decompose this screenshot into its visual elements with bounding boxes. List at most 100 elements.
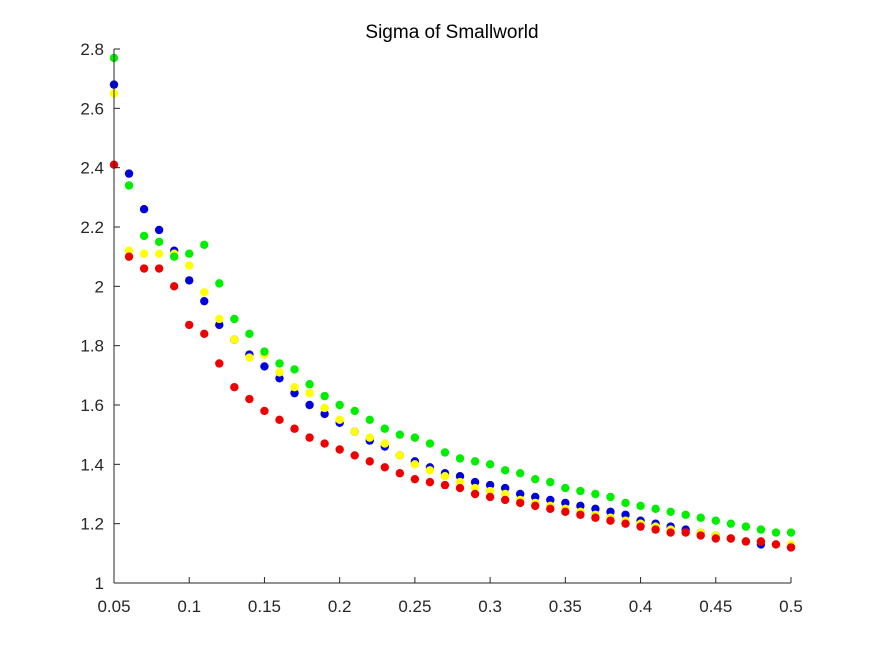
data-point-yellow: [440, 472, 450, 481]
data-point-green: [696, 513, 705, 522]
data-point-green: [786, 528, 796, 537]
data-point-blue: [576, 501, 585, 511]
data-point-yellow: [245, 353, 254, 362]
data-point-green: [576, 486, 585, 496]
x-tick-label: 0.45: [699, 597, 732, 616]
data-point-red: [606, 516, 615, 525]
series-red: [109, 160, 796, 552]
data-point-blue: [290, 388, 299, 398]
data-point-blue: [470, 477, 480, 487]
data-point-yellow: [455, 477, 465, 487]
data-point-red: [260, 406, 269, 416]
data-point-green: [320, 391, 329, 401]
axes-layer: 0.05 0.1 0.15 0.2 0.25 0.3 0.35 0.4 0.45 0.5 1 1.2 1…: [80, 40, 802, 616]
data-point-green: [606, 492, 615, 502]
data-point-green: [756, 525, 766, 534]
data-point-red: [305, 433, 314, 442]
data-point-yellow: [500, 489, 510, 499]
data-point-yellow: [124, 246, 134, 255]
y-tick-label: 2.4: [80, 159, 104, 178]
data-point-yellow: [154, 249, 164, 258]
x-tick-label: 0.5: [779, 597, 803, 616]
data-point-green: [741, 522, 751, 531]
data-point-green: [711, 516, 720, 525]
data-point-red: [275, 415, 284, 425]
data-point-yellow: [215, 314, 224, 324]
data-point-yellow: [395, 451, 405, 460]
x-tick-label: 0.2: [328, 597, 352, 616]
data-point-green: [531, 474, 540, 484]
data-point-green: [500, 466, 510, 475]
data-point-green: [546, 477, 555, 487]
data-point-green: [335, 400, 344, 410]
y-tick-label: 2.2: [80, 218, 104, 237]
y-tick-label: 1.2: [80, 515, 104, 534]
data-point-green: [425, 439, 435, 448]
data-point-yellow: [290, 383, 299, 392]
y-tick-label: 2.8: [80, 40, 104, 59]
data-point-yellow: [305, 388, 314, 398]
data-point-green: [169, 252, 179, 261]
data-point-blue: [485, 480, 495, 490]
data-point-blue: [516, 489, 525, 499]
data-point-red: [365, 457, 374, 466]
data-point-red: [410, 474, 420, 484]
data-point-red: [651, 525, 660, 534]
data-point-yellow: [230, 335, 239, 344]
data-point-green: [260, 347, 269, 356]
data-point-red: [591, 513, 600, 522]
x-tick-label: 0.35: [549, 597, 582, 616]
data-point-blue: [320, 409, 329, 419]
data-point-red: [425, 477, 435, 487]
data-point-red: [741, 537, 751, 546]
data-point-red: [500, 495, 510, 505]
data-point-blue: [455, 472, 465, 481]
data-point-yellow: [485, 486, 495, 496]
data-point-red: [455, 483, 465, 493]
data-point-yellow: [185, 261, 194, 270]
data-point-red: [576, 510, 585, 519]
data-point-green: [245, 329, 254, 338]
data-point-red: [320, 439, 329, 448]
data-point-yellow: [320, 403, 329, 413]
data-point-red: [561, 507, 570, 516]
x-tick-label: 0.3: [478, 597, 502, 616]
data-point-red: [681, 528, 690, 537]
data-point-green: [305, 380, 314, 389]
data-point-green: [350, 406, 359, 416]
data-point-yellow: [200, 288, 209, 297]
data-point-green: [621, 498, 630, 508]
data-point-red: [440, 480, 450, 490]
data-point-yellow: [350, 427, 359, 436]
chart-title: Sigma of Smallworld: [365, 22, 538, 43]
data-point-red: [124, 252, 134, 261]
y-tick-label: 1.6: [80, 396, 104, 415]
data-point-red: [169, 282, 179, 291]
data-point-blue: [215, 320, 224, 330]
data-point-red: [636, 522, 645, 531]
data-point-blue: [154, 225, 164, 235]
data-point-green: [230, 314, 239, 324]
data-point-green: [470, 457, 480, 466]
data-point-green: [591, 489, 600, 499]
data-point-red: [335, 445, 344, 454]
plot-background: [114, 49, 791, 583]
data-point-green: [365, 415, 374, 425]
data-point-red: [200, 329, 209, 338]
data-point-blue: [260, 362, 269, 371]
data-point-red: [350, 451, 359, 460]
data-point-red: [139, 264, 149, 273]
data-point-yellow: [335, 415, 344, 425]
data-point-red: [185, 320, 194, 330]
data-point-red: [786, 543, 796, 552]
data-point-green: [651, 504, 660, 514]
data-point-red: [485, 492, 495, 502]
data-point-green: [200, 240, 209, 249]
data-point-green: [666, 507, 675, 516]
data-point-green: [771, 528, 781, 537]
series-green: [109, 53, 796, 537]
data-point-blue: [531, 492, 540, 502]
data-point-green: [154, 237, 164, 247]
data-point-green: [410, 433, 420, 442]
data-point-blue: [305, 400, 314, 410]
